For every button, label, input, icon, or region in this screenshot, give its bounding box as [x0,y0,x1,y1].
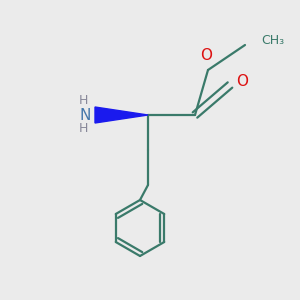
Text: H: H [78,122,88,136]
Polygon shape [95,107,148,123]
Text: O: O [200,49,212,64]
Text: CH₃: CH₃ [261,34,284,47]
Text: N: N [79,107,91,122]
Text: O: O [236,74,248,88]
Text: H: H [78,94,88,107]
